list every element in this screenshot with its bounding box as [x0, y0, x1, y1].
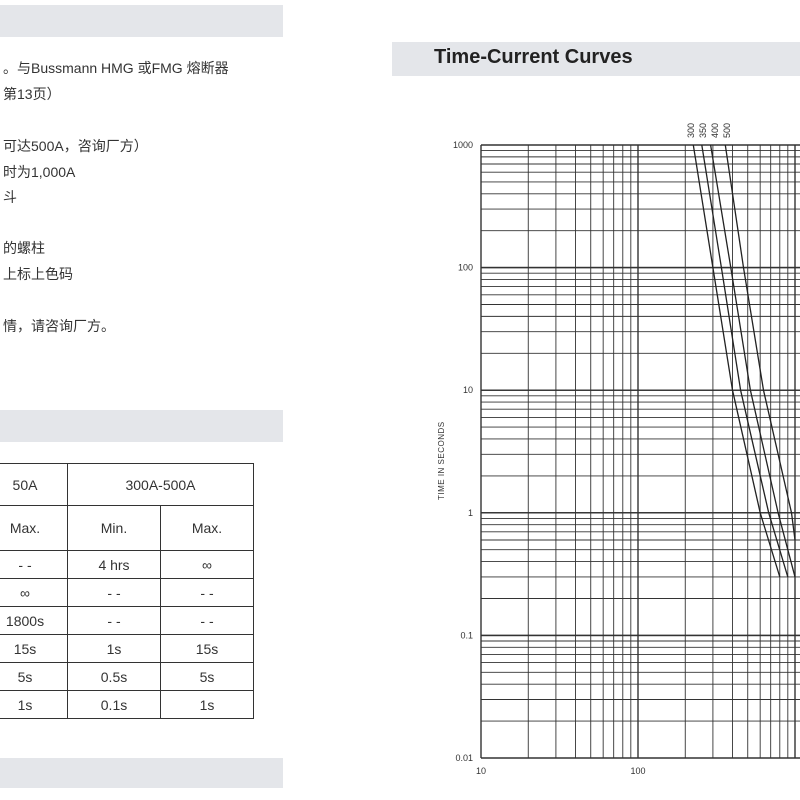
- table-cell: 15s: [0, 634, 68, 663]
- table-cell: 5s: [0, 662, 68, 691]
- y-tick-label: 0.1: [460, 630, 473, 640]
- left-table-header-band: [0, 410, 283, 442]
- feature-line: 的螺柱: [3, 240, 45, 256]
- table-cell: 0.1s: [67, 690, 161, 719]
- curve-label: 500: [722, 123, 732, 138]
- table-cell: 1s: [0, 690, 68, 719]
- curve-label: 300: [686, 123, 696, 138]
- curve-series-400: [709, 145, 796, 578]
- table-row: - - 4 hrs ∞: [0, 550, 254, 579]
- table-sub-header: Max.: [0, 505, 68, 551]
- x-tick-label: 10: [476, 766, 486, 776]
- feature-line: 可达500A，咨询厂方）: [3, 138, 148, 154]
- y-tick-label: 100: [458, 263, 473, 273]
- curve-series-300: [692, 145, 781, 578]
- table-cell: - -: [0, 550, 68, 579]
- table-cell: ∞: [0, 578, 68, 607]
- x-tick-label: 100: [630, 766, 645, 776]
- feature-line: 斗: [3, 189, 17, 205]
- feature-line: 时为1,000A: [3, 164, 76, 180]
- table-cell: 0.5s: [67, 662, 161, 691]
- left-header-band: [0, 5, 283, 37]
- y-tick-label: 10: [463, 385, 473, 395]
- curve-series-500: [724, 145, 796, 541]
- table-row: 1800s - - - -: [0, 606, 254, 635]
- curve-series-350: [701, 145, 789, 578]
- table-group-header: 50A: [0, 463, 68, 506]
- y-tick-label: 0.01: [455, 753, 473, 763]
- feature-line: 第13页）: [3, 86, 61, 102]
- curve-label: 400: [710, 123, 720, 138]
- curve-label: 350: [698, 123, 708, 138]
- table-cell: 5s: [160, 662, 254, 691]
- table-row: 1s 0.1s 1s: [0, 690, 254, 719]
- fuse-spec-table: 50A 300A-500A Max. Min. Max. - - 4 hrs ∞…: [0, 463, 254, 719]
- table-cell: ∞: [160, 550, 254, 579]
- feature-line: 。与Bussmann HMG 或FMG 熔断器: [3, 60, 229, 76]
- table-cell: 1s: [67, 634, 161, 663]
- curves-header-band: [392, 42, 800, 76]
- y-tick-label: 1: [468, 508, 473, 518]
- feature-line: 情，请咨询厂方。: [3, 318, 115, 334]
- table-row: ∞ - - - -: [0, 578, 254, 607]
- section-title: Time-Current Curves: [434, 46, 633, 68]
- table-cell: 4 hrs: [67, 550, 161, 579]
- left-bottom-band: [0, 758, 283, 788]
- table-cell: - -: [160, 606, 254, 635]
- y-tick-label: 1000: [453, 140, 473, 150]
- table-sub-header: Max.: [160, 505, 254, 551]
- table-cell: 1s: [160, 690, 254, 719]
- y-axis-title: TIME IN SECONDS: [437, 421, 446, 500]
- feature-line: 上标上色码: [3, 266, 73, 282]
- table-row: 5s 0.5s 5s: [0, 662, 254, 691]
